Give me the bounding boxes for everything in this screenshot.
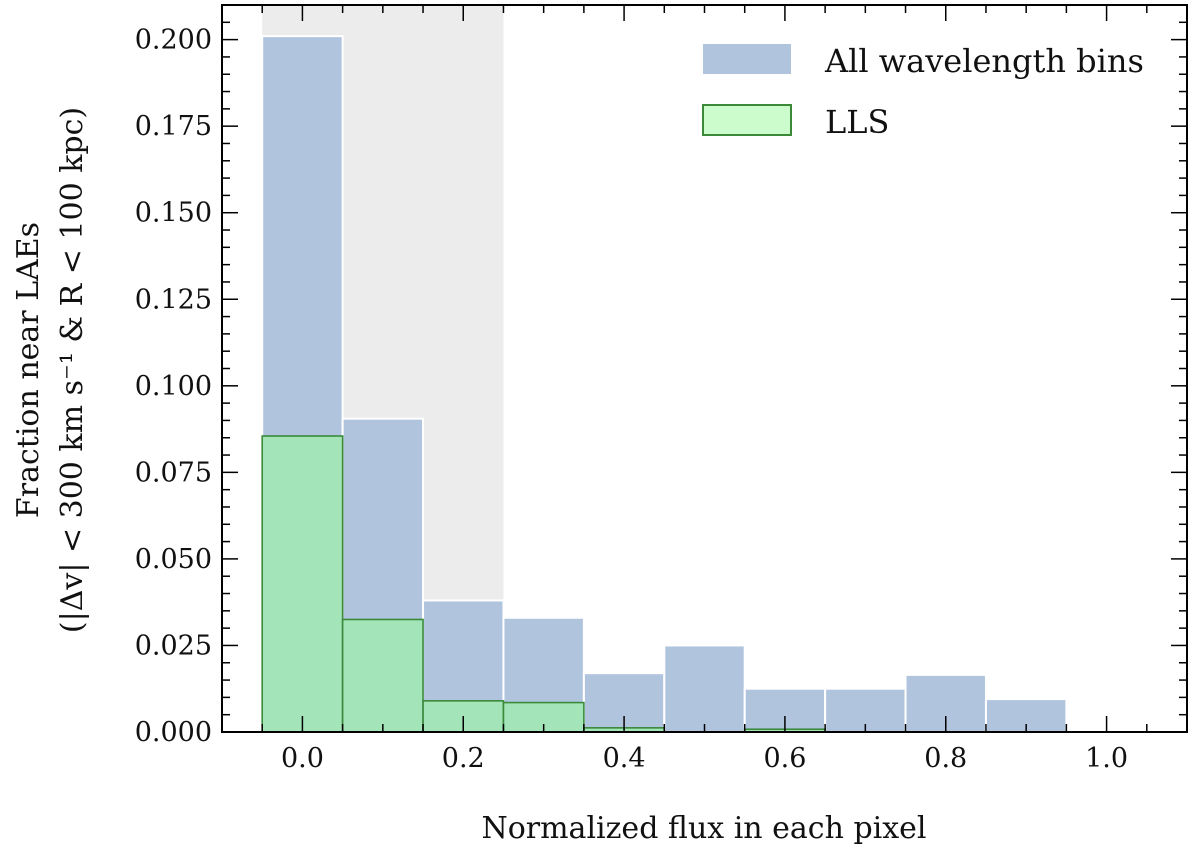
y-tick-label: 0.175 bbox=[135, 111, 212, 142]
y-axis-title-line1: Fraction near LAEs bbox=[11, 222, 46, 518]
y-tick-labels: 0.000 0.025 0.050 0.075 0.100 0.125 0.150 0.175… bbox=[135, 25, 212, 748]
x-tick-label: 0.6 bbox=[763, 743, 806, 774]
y-axis-title-line2: (|Δv| < 300 km s⁻¹ & R < 100 kpc) bbox=[55, 107, 90, 633]
bar-lls-1 bbox=[341, 618, 424, 733]
x-tick-label: 0.0 bbox=[281, 743, 324, 774]
y-tick-label: 0.125 bbox=[135, 284, 212, 315]
plot-frame bbox=[221, 4, 1188, 733]
axis-ticks bbox=[221, 4, 1188, 733]
legend-swatch-all bbox=[703, 44, 791, 74]
legend-label-lls: LLS bbox=[825, 103, 889, 141]
legend-label-all: All wavelength bins bbox=[824, 42, 1144, 80]
x-tick-label: 0.2 bbox=[442, 743, 485, 774]
bar-lls-0 bbox=[261, 435, 344, 733]
bar-all-5 bbox=[663, 644, 746, 734]
y-tick-label: 0.025 bbox=[135, 630, 212, 661]
legend-swatch-lls bbox=[702, 104, 792, 136]
x-tick-label: 1.0 bbox=[1085, 743, 1128, 774]
y-tick-label: 0.100 bbox=[135, 371, 212, 402]
y-tick-label: 0.200 bbox=[135, 25, 212, 56]
x-tick-label: 0.8 bbox=[924, 743, 967, 774]
x-axis-title: Normalized flux in each pixel bbox=[481, 811, 926, 846]
y-tick-label: 0.150 bbox=[135, 198, 212, 229]
y-tick-label: 0.000 bbox=[135, 717, 212, 748]
x-tick-labels: 0.0 0.2 0.4 0.6 0.8 1.0 bbox=[281, 743, 1128, 774]
y-tick-label: 0.050 bbox=[135, 544, 212, 575]
y-tick-label: 0.075 bbox=[135, 457, 212, 488]
legend: All wavelength bins LLS bbox=[702, 42, 1144, 141]
x-tick-label: 0.4 bbox=[603, 743, 646, 774]
